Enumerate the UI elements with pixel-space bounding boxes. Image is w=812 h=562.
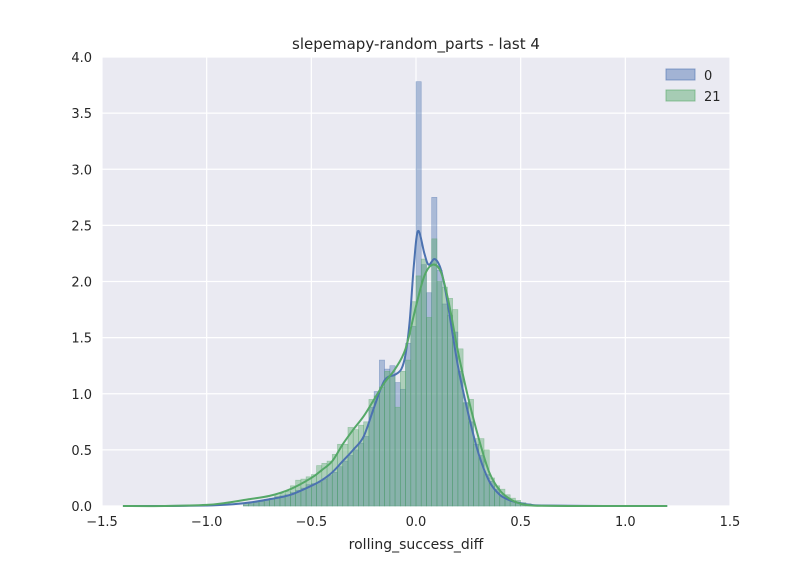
legend-swatch-0	[665, 68, 696, 81]
histogram-bar	[420, 258, 427, 507]
histogram-bar	[431, 238, 438, 507]
y-tick-label: 1.0	[71, 388, 92, 403]
kde-curve-series-0	[122, 229, 668, 508]
legend-label-21: 21	[704, 90, 721, 105]
legend-label-0: 0	[704, 69, 712, 84]
histogram-bar	[399, 370, 406, 507]
x-tick-label: 0.0	[406, 515, 427, 530]
histogram-bar	[441, 286, 448, 507]
histogram-bar	[426, 317, 433, 507]
y-axis-ticks: 0.0 0.5 1.0 1.5 2.0 2.5 3.0 3.5 4.0	[71, 51, 92, 515]
y-tick-label: 3.5	[71, 107, 92, 122]
histogram-bar	[326, 460, 333, 507]
histogram-bar	[384, 370, 391, 507]
x-tick-label: −1.0	[191, 515, 223, 530]
x-tick-label: −0.5	[296, 515, 328, 530]
x-tick-label: 0.5	[510, 515, 531, 530]
histogram-bar	[347, 427, 354, 507]
histogram-bar	[379, 386, 385, 507]
histogram-bar	[311, 474, 317, 507]
histogram-bar	[389, 375, 396, 507]
x-tick-label: 1.5	[720, 515, 741, 530]
histogram-bar	[284, 491, 291, 507]
legend-swatch-21	[665, 89, 696, 102]
histogram-bar	[394, 406, 401, 507]
kde-curves	[122, 229, 668, 508]
histogram-bar	[410, 301, 417, 507]
y-tick-label: 3.0	[71, 163, 92, 178]
legend: 021	[665, 68, 721, 105]
y-tick-label: 2.0	[71, 276, 92, 291]
kde-curve-series-21	[122, 263, 668, 508]
y-tick-label: 1.5	[71, 332, 92, 347]
histogram-bar	[436, 281, 443, 507]
histogram-bar	[352, 429, 359, 507]
y-tick-label: 0.0	[71, 500, 92, 515]
histogram-bar	[373, 395, 380, 507]
y-tick-label: 0.5	[71, 444, 92, 459]
chart-title: slepemapy-random_parts - last 4	[292, 35, 540, 54]
x-tick-label: 1.0	[615, 515, 636, 530]
histogram-bar	[331, 454, 338, 507]
x-axis-ticks: −1.5 −1.0 −0.5 0.0 0.5 1.0 1.5	[86, 515, 740, 530]
x-axis-label: rolling_success_diff	[349, 537, 484, 553]
histogram-bar	[415, 275, 422, 507]
histogram-bar	[405, 359, 412, 507]
y-tick-label: 2.5	[71, 219, 92, 234]
x-tick-label: −1.5	[86, 515, 118, 530]
histogram-bar	[342, 443, 349, 507]
y-tick-label: 4.0	[71, 51, 92, 66]
histogram-bar	[462, 402, 469, 507]
